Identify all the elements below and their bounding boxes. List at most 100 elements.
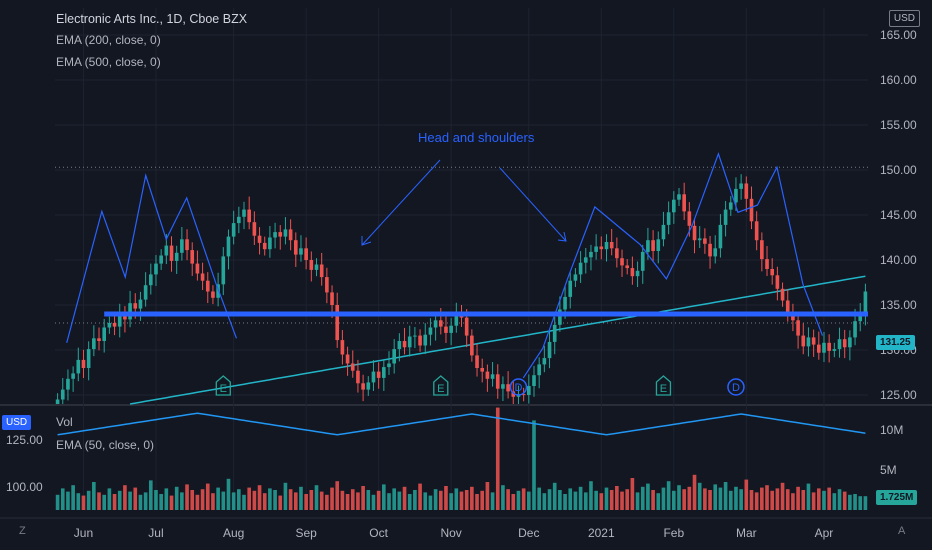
- candle: [718, 214, 723, 258]
- volume-bars: 5M 10M: [55, 407, 903, 510]
- volume-bar: [578, 486, 583, 510]
- candle: [625, 259, 630, 275]
- candle: [231, 210, 236, 245]
- volume-bar: [490, 492, 495, 510]
- time-tick-label: Mar: [736, 526, 757, 540]
- time-tick-label: Apr: [815, 526, 834, 540]
- volume-bar: [143, 492, 148, 510]
- price-tick-label: 150.00: [880, 163, 917, 177]
- volume-bar: [516, 490, 521, 510]
- zoom-button[interactable]: Z: [19, 525, 26, 537]
- volume-ema-legend[interactable]: EMA (50, close, 0): [56, 438, 155, 452]
- ema-500-legend[interactable]: EMA (500, close, 0): [56, 55, 161, 69]
- volume-bar: [594, 490, 598, 510]
- volume-bar: [832, 493, 837, 510]
- candle: [708, 236, 712, 269]
- volume-bar: [195, 494, 200, 510]
- volume-bar: [361, 486, 365, 510]
- candle: [573, 268, 578, 287]
- volume-bar: [853, 494, 857, 510]
- volume-bar: [604, 487, 609, 510]
- time-tick-label: 2021: [588, 526, 615, 540]
- candle: [682, 182, 686, 220]
- volume-bar: [216, 487, 220, 510]
- ema-200-line: [129, 275, 866, 405]
- volume-bar: [252, 490, 257, 510]
- volume-bar: [345, 494, 350, 510]
- volume-bar: [801, 490, 806, 510]
- volume-bar: [697, 482, 702, 510]
- candle: [728, 196, 733, 216]
- candle: [356, 359, 360, 393]
- candle: [180, 227, 184, 261]
- candle: [428, 318, 433, 346]
- candle: [521, 387, 526, 402]
- candle: [174, 245, 179, 274]
- volume-bar: [765, 485, 769, 510]
- dividend-marker: D: [727, 378, 745, 396]
- volume-bar: [102, 494, 107, 510]
- volume-bar: [242, 494, 246, 510]
- candle: [278, 225, 283, 250]
- annotation-arrow-head: [361, 236, 372, 246]
- volume-bar: [692, 474, 697, 510]
- volume-bar: [703, 488, 707, 510]
- volume-bar: [754, 492, 759, 510]
- volume-bar: [635, 492, 640, 510]
- volume-bar: [547, 489, 552, 510]
- candle: [832, 342, 837, 358]
- candle: [583, 248, 588, 274]
- volume-bar: [646, 483, 650, 510]
- annotation-arrow-head: [557, 231, 567, 242]
- candle: [444, 316, 448, 343]
- volume-bar: [848, 494, 852, 510]
- volume-bar: [459, 491, 464, 510]
- volume-bar: [563, 494, 567, 510]
- volume-bar: [71, 485, 75, 510]
- ema-lines: [129, 275, 866, 405]
- time-tick-label: Nov: [440, 526, 461, 540]
- candle: [723, 201, 728, 237]
- candle: [568, 272, 573, 309]
- volume-tick-label: 10M: [880, 423, 903, 437]
- volume-title[interactable]: Vol: [56, 415, 73, 429]
- volume-bar: [708, 490, 712, 510]
- time-tick-label: Aug: [223, 526, 244, 540]
- candle: [335, 292, 340, 348]
- volume-bar: [154, 490, 158, 510]
- volume-bar: [449, 493, 453, 510]
- candle: [262, 236, 267, 256]
- volume-bar: [589, 481, 593, 510]
- auto-scale-button[interactable]: A: [898, 525, 906, 537]
- volume-bar: [117, 490, 122, 510]
- currency-button[interactable]: USD: [888, 10, 920, 27]
- candle: [801, 323, 806, 355]
- price-tick-label: 165.00: [880, 28, 917, 42]
- candle: [454, 302, 459, 333]
- volume-bar: [568, 488, 573, 510]
- candle: [547, 331, 552, 369]
- volume-bar: [609, 490, 614, 510]
- candle: [620, 249, 624, 277]
- volume-bar: [666, 481, 671, 510]
- pattern-annotation[interactable]: Head and shoulders: [418, 130, 535, 145]
- candle: [822, 332, 826, 362]
- candle: [666, 201, 671, 235]
- candle: [402, 327, 407, 355]
- annotation-arrow: [361, 159, 441, 246]
- time-tick-label: Jun: [74, 526, 93, 540]
- volume-bar: [148, 480, 153, 510]
- volume-bar: [200, 489, 205, 510]
- volume-bar: [231, 492, 236, 510]
- volume-bar: [340, 490, 345, 510]
- volume-bar: [382, 484, 386, 510]
- volume-currency-badge[interactable]: USD: [2, 415, 32, 430]
- candle: [143, 272, 148, 307]
- volume-bar: [330, 487, 334, 510]
- volume-bar: [682, 489, 686, 510]
- ema-200-legend[interactable]: EMA (200, close, 0): [56, 33, 161, 47]
- candle: [599, 236, 604, 260]
- volume-bar: [392, 488, 396, 510]
